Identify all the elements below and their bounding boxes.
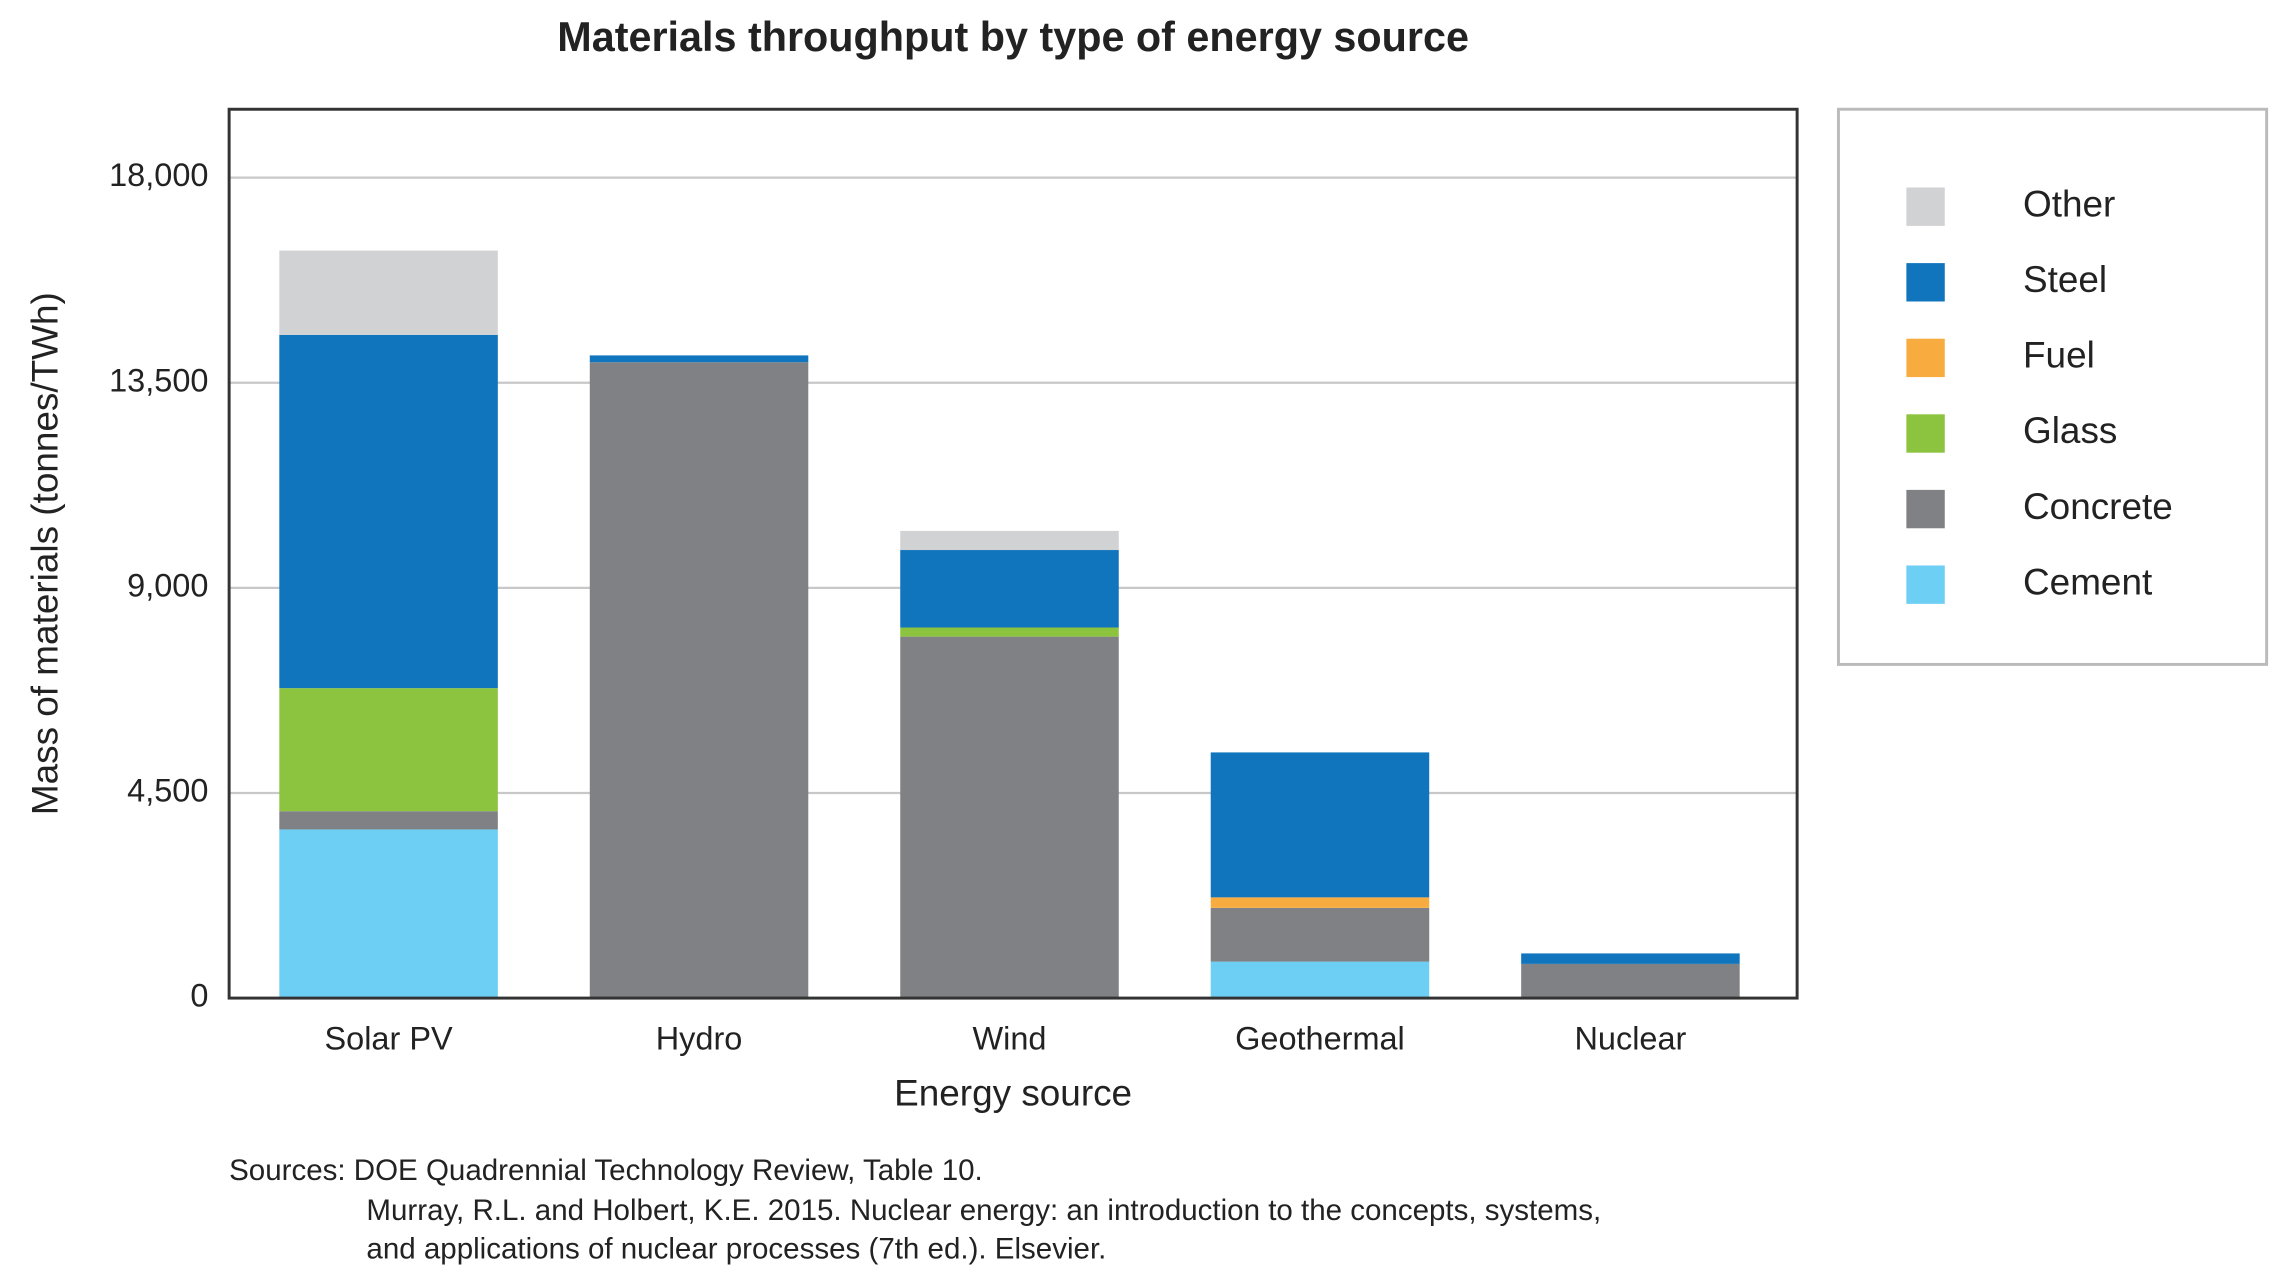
x-tick-label: Nuclear xyxy=(1574,1020,1686,1056)
x-tick-label: Geothermal xyxy=(1235,1020,1405,1056)
x-tick-label: Solar PV xyxy=(325,1020,453,1056)
legend-label: Cement xyxy=(2023,561,2152,602)
legend-swatch xyxy=(1906,489,1945,529)
chart-title: Materials throughput by type of energy s… xyxy=(557,14,1469,60)
bar-segment xyxy=(900,627,1119,637)
y-tick-label: 9,000 xyxy=(127,567,208,603)
legend-label: Concrete xyxy=(2023,486,2173,527)
bar-segment xyxy=(1210,961,1430,999)
bar-segment xyxy=(1521,963,1740,999)
bar-segment xyxy=(279,811,498,830)
legend-label: Other xyxy=(2023,183,2115,224)
bar-segment xyxy=(589,355,809,363)
legend-swatch xyxy=(1906,263,1945,302)
legend-swatch xyxy=(1906,338,1945,378)
legend-label: Glass xyxy=(2023,410,2117,451)
bar-segment xyxy=(900,636,1119,999)
legend-swatch xyxy=(1906,414,1945,453)
plot-frame xyxy=(227,107,1799,1000)
x-tick-label: Wind xyxy=(973,1020,1047,1056)
bar-segment xyxy=(900,530,1119,551)
legend-swatch xyxy=(1906,565,1945,604)
legend-label: Steel xyxy=(2023,259,2107,300)
y-tick-label: 4,500 xyxy=(127,773,208,809)
bars: Solar PV Hydro Wind Geothermal Nuclear xyxy=(279,250,1740,1056)
x-axis-label: Energy source xyxy=(894,1072,1132,1113)
legend-swatch xyxy=(1906,187,1945,226)
source-note: and applications of nuclear processes (7… xyxy=(366,1232,1106,1265)
bar-segment xyxy=(279,250,498,335)
bar-segment xyxy=(279,334,498,689)
bar-segment xyxy=(279,688,498,812)
y-axis-label: Mass of materials (tonnes/TWh) xyxy=(24,292,65,815)
legend-label: Fuel xyxy=(2023,335,2095,376)
y-tick-label: 0 xyxy=(190,978,208,1014)
source-note: Murray, R.L. and Holbert, K.E. 2015. Nuc… xyxy=(366,1194,1601,1227)
source-note: Sources: DOE Quadrennial Technology Revi… xyxy=(229,1154,983,1187)
bar-segment xyxy=(1521,953,1740,964)
legend-frame xyxy=(1836,107,2269,666)
bar-segment xyxy=(279,829,498,999)
bar-segment xyxy=(589,362,809,999)
bar-segment xyxy=(1210,907,1430,962)
bar-segment xyxy=(1210,897,1430,908)
y-tick-label: 13,500 xyxy=(109,362,208,398)
bar-segment xyxy=(900,550,1119,628)
y-tick-label: 18,000 xyxy=(109,157,208,193)
legend: Cement Concrete Glass Fuel Steel Other xyxy=(1906,183,2173,604)
bar-segment xyxy=(1210,752,1430,898)
x-tick-label: Hydro xyxy=(656,1020,743,1056)
